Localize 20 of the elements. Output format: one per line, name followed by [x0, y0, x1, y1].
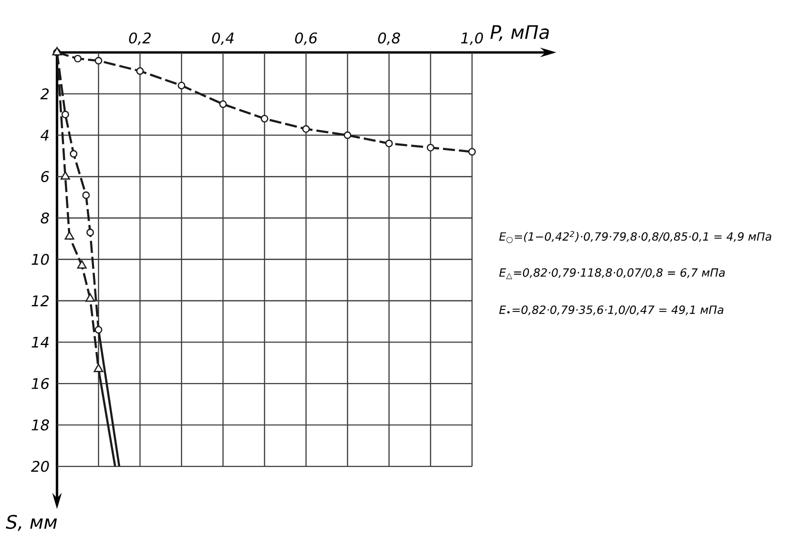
y-tick-label: 4	[40, 130, 49, 141]
x-axis-title: P, мПа	[490, 25, 549, 42]
x-tick-label: 1,0	[461, 32, 483, 46]
y-tick-label: 10	[32, 254, 49, 265]
annotation: E$_{○}$=(1−0,42$^{2}$)·0,79·79,8·0,8/0,85·0,1 = 4,9 мПа	[499, 230, 772, 244]
y-tick-label: 8	[40, 212, 49, 224]
y-tick-label: 6	[41, 171, 49, 182]
y-tick-label: 14	[32, 336, 49, 348]
y-tick-label: 18	[32, 419, 49, 431]
annotation: E$_{•}$=0,82·0,79·35,6·1,0/0,47 = 49,1 мПа	[499, 305, 724, 316]
x-tick-label: 0,6	[295, 32, 318, 46]
y-tick-label: 20	[31, 460, 49, 472]
x-tick-label: 0,2	[129, 32, 151, 46]
x-tick-label: 0,4	[212, 32, 234, 46]
y-axis-title: S, мм	[6, 514, 57, 531]
x-tick-label: 0,8	[378, 32, 400, 46]
annotation: E$_{△}$=0,82·0,79·118,8·0,07/0,8 = 6,7 мПа	[499, 268, 725, 280]
y-tick-label: 12	[32, 295, 49, 306]
y-tick-label: 2	[40, 88, 49, 100]
y-tick-label: 16	[32, 378, 49, 390]
